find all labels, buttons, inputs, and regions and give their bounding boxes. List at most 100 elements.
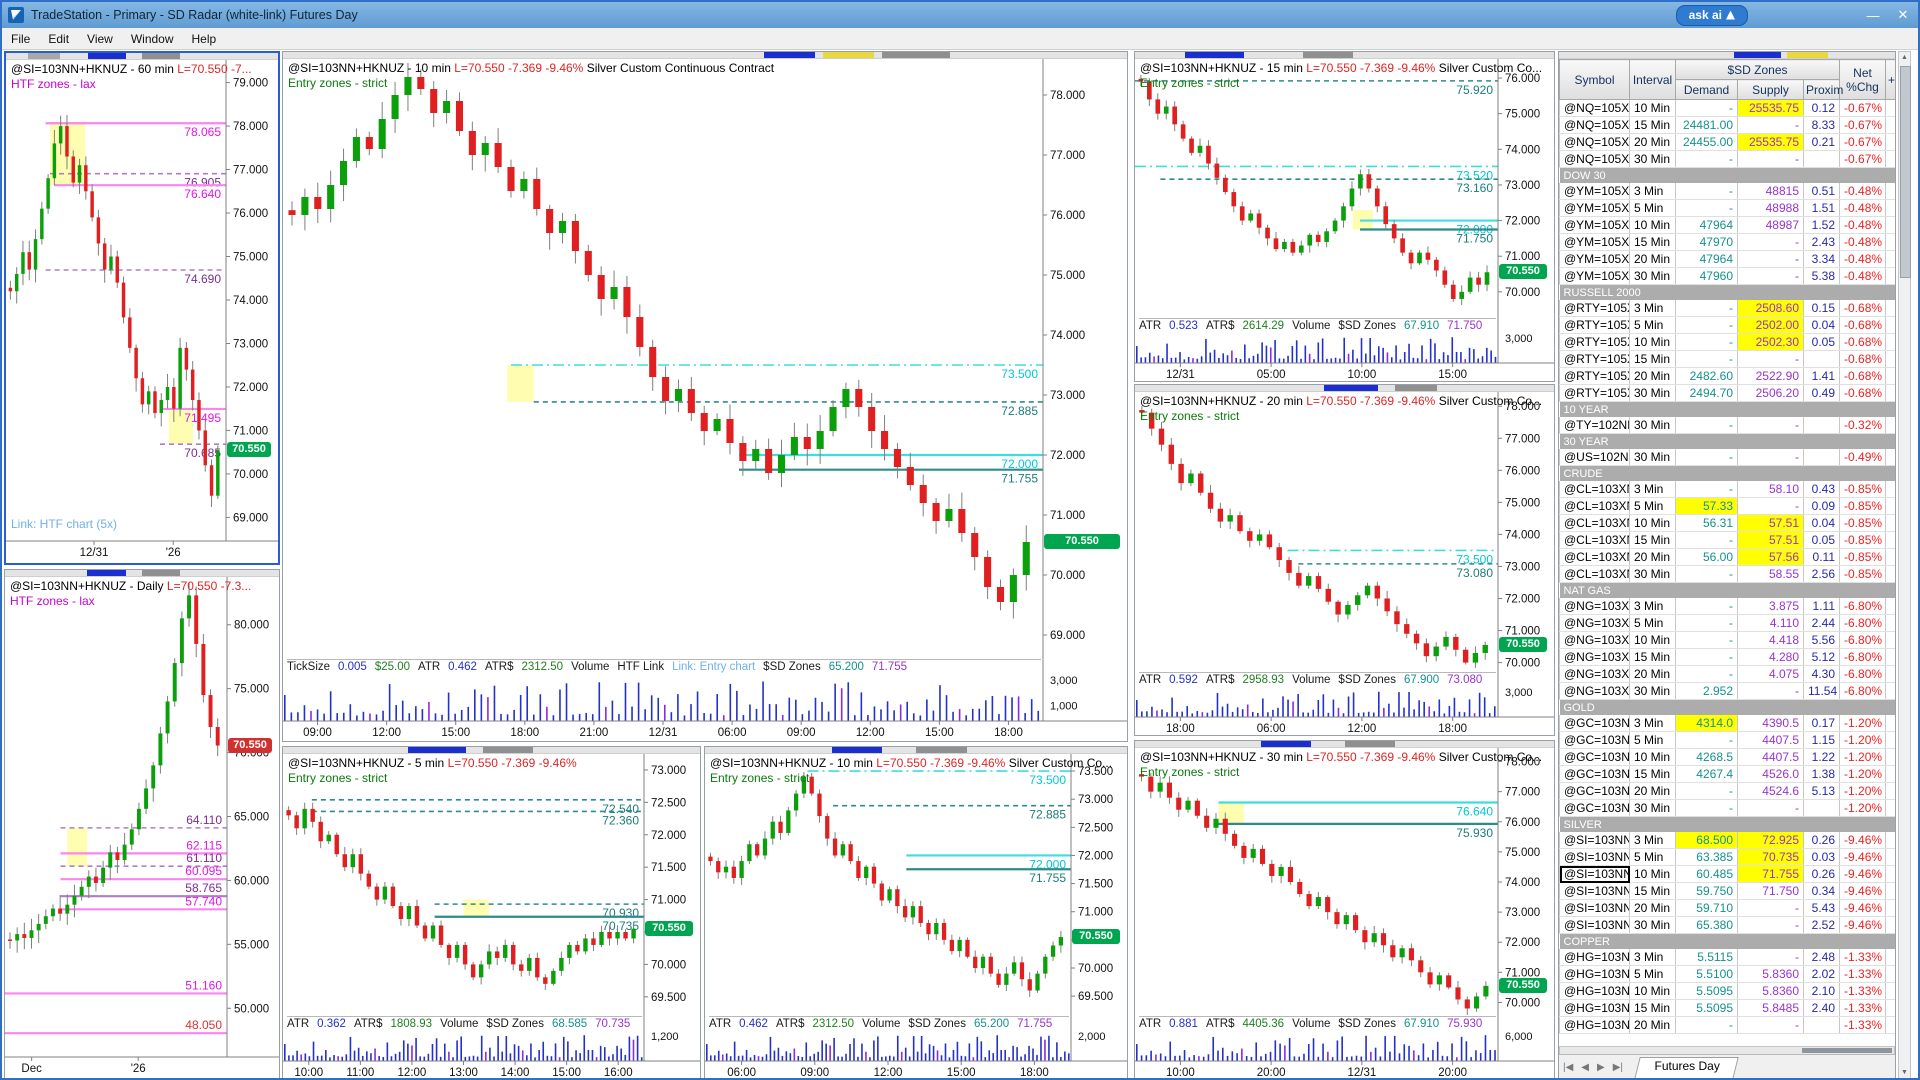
cell-symbol[interactable]: @HG=103NN xyxy=(1559,965,1630,983)
cell-net-chg[interactable]: -0.48% xyxy=(1839,233,1887,251)
cell-symbol[interactable]: @GC=103NN+ xyxy=(1559,715,1630,732)
cell-demand[interactable]: - xyxy=(1675,531,1738,549)
cell-net-chg[interactable]: -0.48% xyxy=(1839,183,1887,200)
cell-interval[interactable]: 30 Min xyxy=(1629,384,1676,402)
cell-proxim[interactable]: 2.40 xyxy=(1802,999,1841,1017)
cell-demand[interactable]: - xyxy=(1675,1016,1738,1034)
cell-net-chg[interactable]: -1.20% xyxy=(1839,765,1887,783)
cell-symbol[interactable]: @RTY=105XN xyxy=(1559,367,1630,385)
cell-proxim[interactable]: 0.34 xyxy=(1802,882,1841,900)
cell-proxim[interactable]: 0.26 xyxy=(1802,865,1841,883)
scroll-up-arrow[interactable]: ▲ xyxy=(1901,54,1908,61)
cell-symbol[interactable]: @YM=105XN xyxy=(1559,199,1630,217)
cell-proxim[interactable]: 0.11 xyxy=(1802,548,1841,566)
table-row[interactable]: @CL=103XN 15 Min -57.51 0.05 -0.85% xyxy=(1559,531,1895,549)
cell-proxim[interactable]: 11.54 xyxy=(1802,682,1841,700)
cell-net-chg[interactable]: -0.67% xyxy=(1839,116,1887,134)
cell-demand[interactable]: - xyxy=(1675,99,1738,117)
chart-panel-c30[interactable]: @SI=103NN+HKNUZ - 30 min L=70.550 -7.369… xyxy=(1134,740,1555,1079)
cell-net-chg[interactable]: -1.33% xyxy=(1839,949,1887,966)
cell-net-chg[interactable]: -0.85% xyxy=(1839,565,1887,583)
cell-symbol[interactable]: @HG=103NN xyxy=(1559,999,1630,1017)
cell-net-chg[interactable]: -0.85% xyxy=(1839,497,1887,515)
cell-interval[interactable]: 20 Min xyxy=(1629,1016,1676,1034)
cell-demand[interactable]: 47960 xyxy=(1675,267,1738,285)
cell-proxim[interactable]: 2.48 xyxy=(1802,949,1841,966)
cell-interval[interactable]: 10 Min xyxy=(1629,216,1676,234)
cell-proxim[interactable]: 5.12 xyxy=(1802,648,1841,666)
candlestick-chart-c30[interactable]: 76.640 75.930 78.000 77.000 76.000 75.000 74.0… xyxy=(1135,741,1554,1079)
cell-proxim[interactable]: 2.44 xyxy=(1802,614,1841,632)
cell-demand[interactable]: - xyxy=(1675,199,1738,217)
cell-demand[interactable]: - xyxy=(1675,614,1738,632)
cell-net-chg[interactable]: -0.48% xyxy=(1839,199,1887,217)
candlestick-chart-c5[interactable]: 72.54072.36070.93070.73573.00072.50072.0… xyxy=(283,747,700,1079)
cell-demand[interactable]: 24455.00 xyxy=(1675,133,1738,151)
cell-demand[interactable]: 4314.0 xyxy=(1675,715,1738,732)
cell-demand[interactable]: 47970 xyxy=(1675,233,1738,251)
cell-supply[interactable]: 5.8485 xyxy=(1737,999,1804,1017)
cell-interval[interactable]: 30 Min xyxy=(1629,150,1676,168)
nav-last-button[interactable]: ▶| xyxy=(1612,1061,1623,1073)
cell-net-chg[interactable]: -1.20% xyxy=(1839,731,1887,749)
cell-demand[interactable]: - xyxy=(1675,316,1738,334)
cell-proxim[interactable]: 5.38 xyxy=(1802,267,1841,285)
cell-symbol[interactable]: @YM=105XN xyxy=(1559,183,1630,200)
cell-proxim[interactable]: 1.51 xyxy=(1802,199,1841,217)
cell-demand[interactable]: - xyxy=(1675,631,1738,649)
cell-supply[interactable]: - xyxy=(1737,1016,1804,1034)
cell-supply[interactable]: 71.755 xyxy=(1737,865,1804,883)
cell-interval[interactable]: 20 Min xyxy=(1629,548,1676,566)
cell-supply[interactable]: - xyxy=(1737,150,1804,168)
cell-supply[interactable]: 71.750 xyxy=(1737,882,1804,900)
cell-net-chg[interactable]: -6.80% xyxy=(1839,665,1887,683)
cell-supply[interactable]: - xyxy=(1737,449,1804,466)
column-header-interval[interactable]: Interval xyxy=(1629,59,1676,100)
radar-scroll-strip[interactable] xyxy=(1559,52,1895,59)
menu-help[interactable]: Help xyxy=(191,31,217,46)
cell-interval[interactable]: 30 Min xyxy=(1629,417,1676,434)
cell-demand[interactable]: - xyxy=(1675,333,1738,351)
chart-scroll-strip[interactable] xyxy=(1135,741,1554,748)
cell-symbol[interactable]: @GC=103NN+ xyxy=(1559,748,1630,766)
candlestick-chart-cm[interactable]: 73.50072.88572.00071.75578.00077.00076.0… xyxy=(283,52,1127,741)
chart-scroll-strip[interactable] xyxy=(5,570,279,577)
cell-interval[interactable]: 3 Min xyxy=(1629,183,1676,200)
cell-supply[interactable]: 2502.30 xyxy=(1737,333,1804,351)
tab-futures-day[interactable]: Futures Day xyxy=(1634,1057,1740,1078)
cell-interval[interactable]: 20 Min xyxy=(1629,782,1676,800)
cell-demand[interactable]: 56.31 xyxy=(1675,514,1738,532)
cell-net-chg[interactable]: -0.48% xyxy=(1839,250,1887,268)
cell-net-chg[interactable]: -1.20% xyxy=(1839,748,1887,766)
cell-interval[interactable]: 30 Min xyxy=(1629,449,1676,466)
cell-supply[interactable]: - xyxy=(1737,350,1804,368)
cell-demand[interactable]: 47964 xyxy=(1675,250,1738,268)
cell-demand[interactable]: - xyxy=(1675,449,1738,466)
cell-net-chg[interactable]: -9.46% xyxy=(1839,916,1887,934)
cell-symbol[interactable]: @NQ=105XN xyxy=(1559,99,1630,117)
cell-symbol[interactable]: @GC=103NN+ xyxy=(1559,765,1630,783)
cell-interval[interactable]: 30 Min xyxy=(1629,565,1676,583)
cell-demand[interactable]: 2494.70 xyxy=(1675,384,1738,402)
cell-supply[interactable]: 48987 xyxy=(1737,216,1804,234)
column-header-sd-zones[interactable]: $SD Zones xyxy=(1674,59,1841,80)
cell-symbol[interactable]: @NG=103XN xyxy=(1559,665,1630,683)
cell-supply[interactable]: 57.56 xyxy=(1737,548,1804,566)
cell-supply[interactable]: - xyxy=(1737,233,1804,251)
cell-net-chg[interactable]: -1.20% xyxy=(1839,799,1887,817)
cell-symbol[interactable]: @CL=103XN xyxy=(1559,565,1630,583)
cell-net-chg[interactable]: -0.68% xyxy=(1839,350,1887,368)
candlestick-chart-cb10[interactable]: 73.50072.88572.00071.75573.50073.00072.5… xyxy=(705,747,1127,1079)
cell-demand[interactable]: - xyxy=(1675,350,1738,368)
cell-interval[interactable]: 15 Min xyxy=(1629,350,1676,368)
cell-net-chg[interactable]: -0.67% xyxy=(1839,150,1887,168)
cell-symbol[interactable]: @SI=103NN+H xyxy=(1559,899,1630,917)
cell-symbol[interactable]: @CL=103XN xyxy=(1559,497,1630,515)
cell-net-chg[interactable]: -6.80% xyxy=(1839,682,1887,700)
